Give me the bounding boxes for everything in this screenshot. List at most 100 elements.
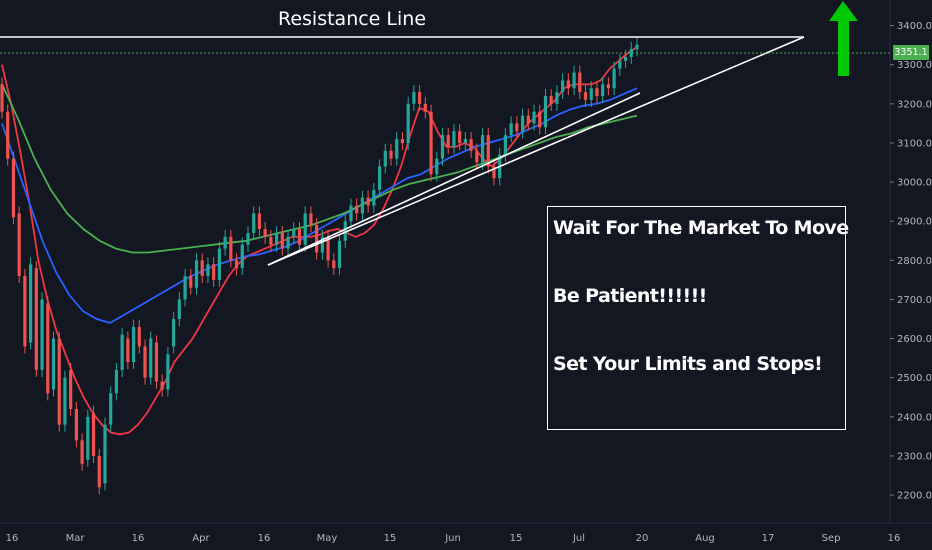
candle-body[interactable] — [555, 92, 559, 104]
candle-body[interactable] — [74, 408, 78, 441]
candle-body[interactable] — [69, 369, 73, 409]
candles[interactable] — [0, 37, 639, 495]
candle-body[interactable] — [366, 197, 370, 206]
candle-body[interactable] — [412, 92, 416, 104]
candle-body[interactable] — [520, 115, 525, 132]
candle-body[interactable] — [343, 221, 347, 241]
candle-body[interactable] — [309, 213, 313, 226]
candle-body[interactable] — [389, 150, 393, 159]
candle-body[interactable] — [97, 455, 101, 488]
candle-body[interactable] — [623, 56, 628, 61]
candle-body[interactable] — [635, 44, 639, 50]
candle-body[interactable] — [103, 424, 107, 484]
candle-body[interactable] — [149, 338, 153, 378]
candle-body[interactable] — [612, 68, 616, 89]
candle-body[interactable] — [561, 80, 565, 93]
candle-body[interactable] — [458, 131, 462, 143]
candle-body[interactable] — [63, 377, 67, 425]
candle-body[interactable] — [263, 229, 267, 237]
candle-body[interactable] — [177, 299, 181, 320]
candle-body[interactable] — [57, 338, 61, 425]
candle-body[interactable] — [486, 135, 490, 167]
candle-body[interactable] — [114, 369, 119, 394]
candle-body[interactable] — [297, 229, 302, 245]
candle-body[interactable] — [11, 158, 16, 218]
candle-body[interactable] — [629, 49, 633, 57]
candle-body[interactable] — [337, 240, 342, 269]
candle-body[interactable] — [440, 135, 445, 159]
candle-body[interactable] — [469, 139, 473, 151]
candle-body[interactable] — [206, 264, 210, 276]
candle-body[interactable] — [51, 338, 56, 390]
candle-body[interactable] — [532, 111, 536, 124]
candle-body[interactable] — [240, 244, 244, 269]
candle-body[interactable] — [131, 326, 136, 363]
candle-body[interactable] — [480, 135, 485, 163]
candle-body[interactable] — [349, 205, 353, 222]
candle-body[interactable] — [526, 115, 530, 124]
y-axis[interactable]: 2100.02200.02300.02400.02500.02600.02700… — [889, 0, 932, 541]
candle-body[interactable] — [406, 103, 410, 143]
candle-body[interactable] — [429, 111, 433, 175]
candle-body[interactable] — [137, 326, 141, 347]
candle-body[interactable] — [160, 381, 164, 390]
x-axis[interactable]: 16Mar16Apr16May15Jun15Jul20Aug17Sep16Oct — [0, 522, 932, 550]
candle-body[interactable] — [217, 248, 221, 280]
candle-body[interactable] — [332, 260, 336, 269]
candle-body[interactable] — [509, 123, 513, 136]
candle-body[interactable] — [446, 135, 450, 147]
candle-body[interactable] — [475, 150, 479, 163]
candle-body[interactable] — [189, 275, 193, 288]
candle-body[interactable] — [303, 213, 307, 245]
candle-body[interactable] — [452, 131, 456, 147]
candle-body[interactable] — [435, 158, 439, 175]
candle-body[interactable] — [543, 96, 548, 128]
candle-body[interactable] — [578, 72, 582, 93]
candle-body[interactable] — [595, 88, 599, 97]
candle-body[interactable] — [418, 92, 422, 104]
candle-body[interactable] — [109, 393, 113, 425]
candle-body[interactable] — [286, 236, 290, 249]
candle-body[interactable] — [120, 334, 124, 370]
candle-body[interactable] — [212, 264, 216, 280]
candle-body[interactable] — [257, 213, 262, 230]
candle-body[interactable] — [246, 232, 250, 245]
candle-body[interactable] — [34, 268, 38, 370]
candle-body[interactable] — [320, 236, 324, 253]
candle-body[interactable] — [566, 80, 570, 89]
candle-body[interactable] — [91, 412, 96, 456]
candle-body[interactable] — [463, 139, 467, 143]
candle-body[interactable] — [143, 346, 147, 378]
candle-body[interactable] — [549, 96, 553, 104]
candle-body[interactable] — [17, 213, 21, 276]
candle-body[interactable] — [572, 72, 576, 89]
candle-body[interactable] — [269, 236, 273, 245]
candle-body[interactable] — [86, 416, 90, 460]
candle-body[interactable] — [229, 236, 233, 261]
candle-body[interactable] — [503, 135, 508, 155]
candle-body[interactable] — [400, 139, 405, 143]
candle-body[interactable] — [515, 123, 519, 132]
candle-body[interactable] — [172, 319, 176, 347]
candle-body[interactable] — [423, 103, 427, 112]
candle-body[interactable] — [154, 342, 159, 382]
candle-body[interactable] — [252, 213, 256, 233]
candle-body[interactable] — [194, 260, 199, 288]
candle-body[interactable] — [360, 197, 365, 214]
candle-body[interactable] — [234, 260, 239, 269]
candle-body[interactable] — [166, 354, 170, 390]
candle-body[interactable] — [280, 232, 284, 249]
candle-body[interactable] — [618, 60, 622, 69]
candle-body[interactable] — [355, 205, 359, 214]
candle-body[interactable] — [29, 264, 33, 343]
candle-body[interactable] — [492, 166, 496, 179]
candle-body[interactable] — [315, 225, 319, 253]
candle-body[interactable] — [6, 111, 10, 159]
candle-body[interactable] — [126, 338, 130, 363]
candle-body[interactable] — [372, 189, 376, 206]
candle-body[interactable] — [589, 88, 593, 100]
candle-body[interactable] — [40, 299, 44, 370]
candle-body[interactable] — [395, 139, 399, 159]
candle-body[interactable] — [383, 150, 387, 167]
